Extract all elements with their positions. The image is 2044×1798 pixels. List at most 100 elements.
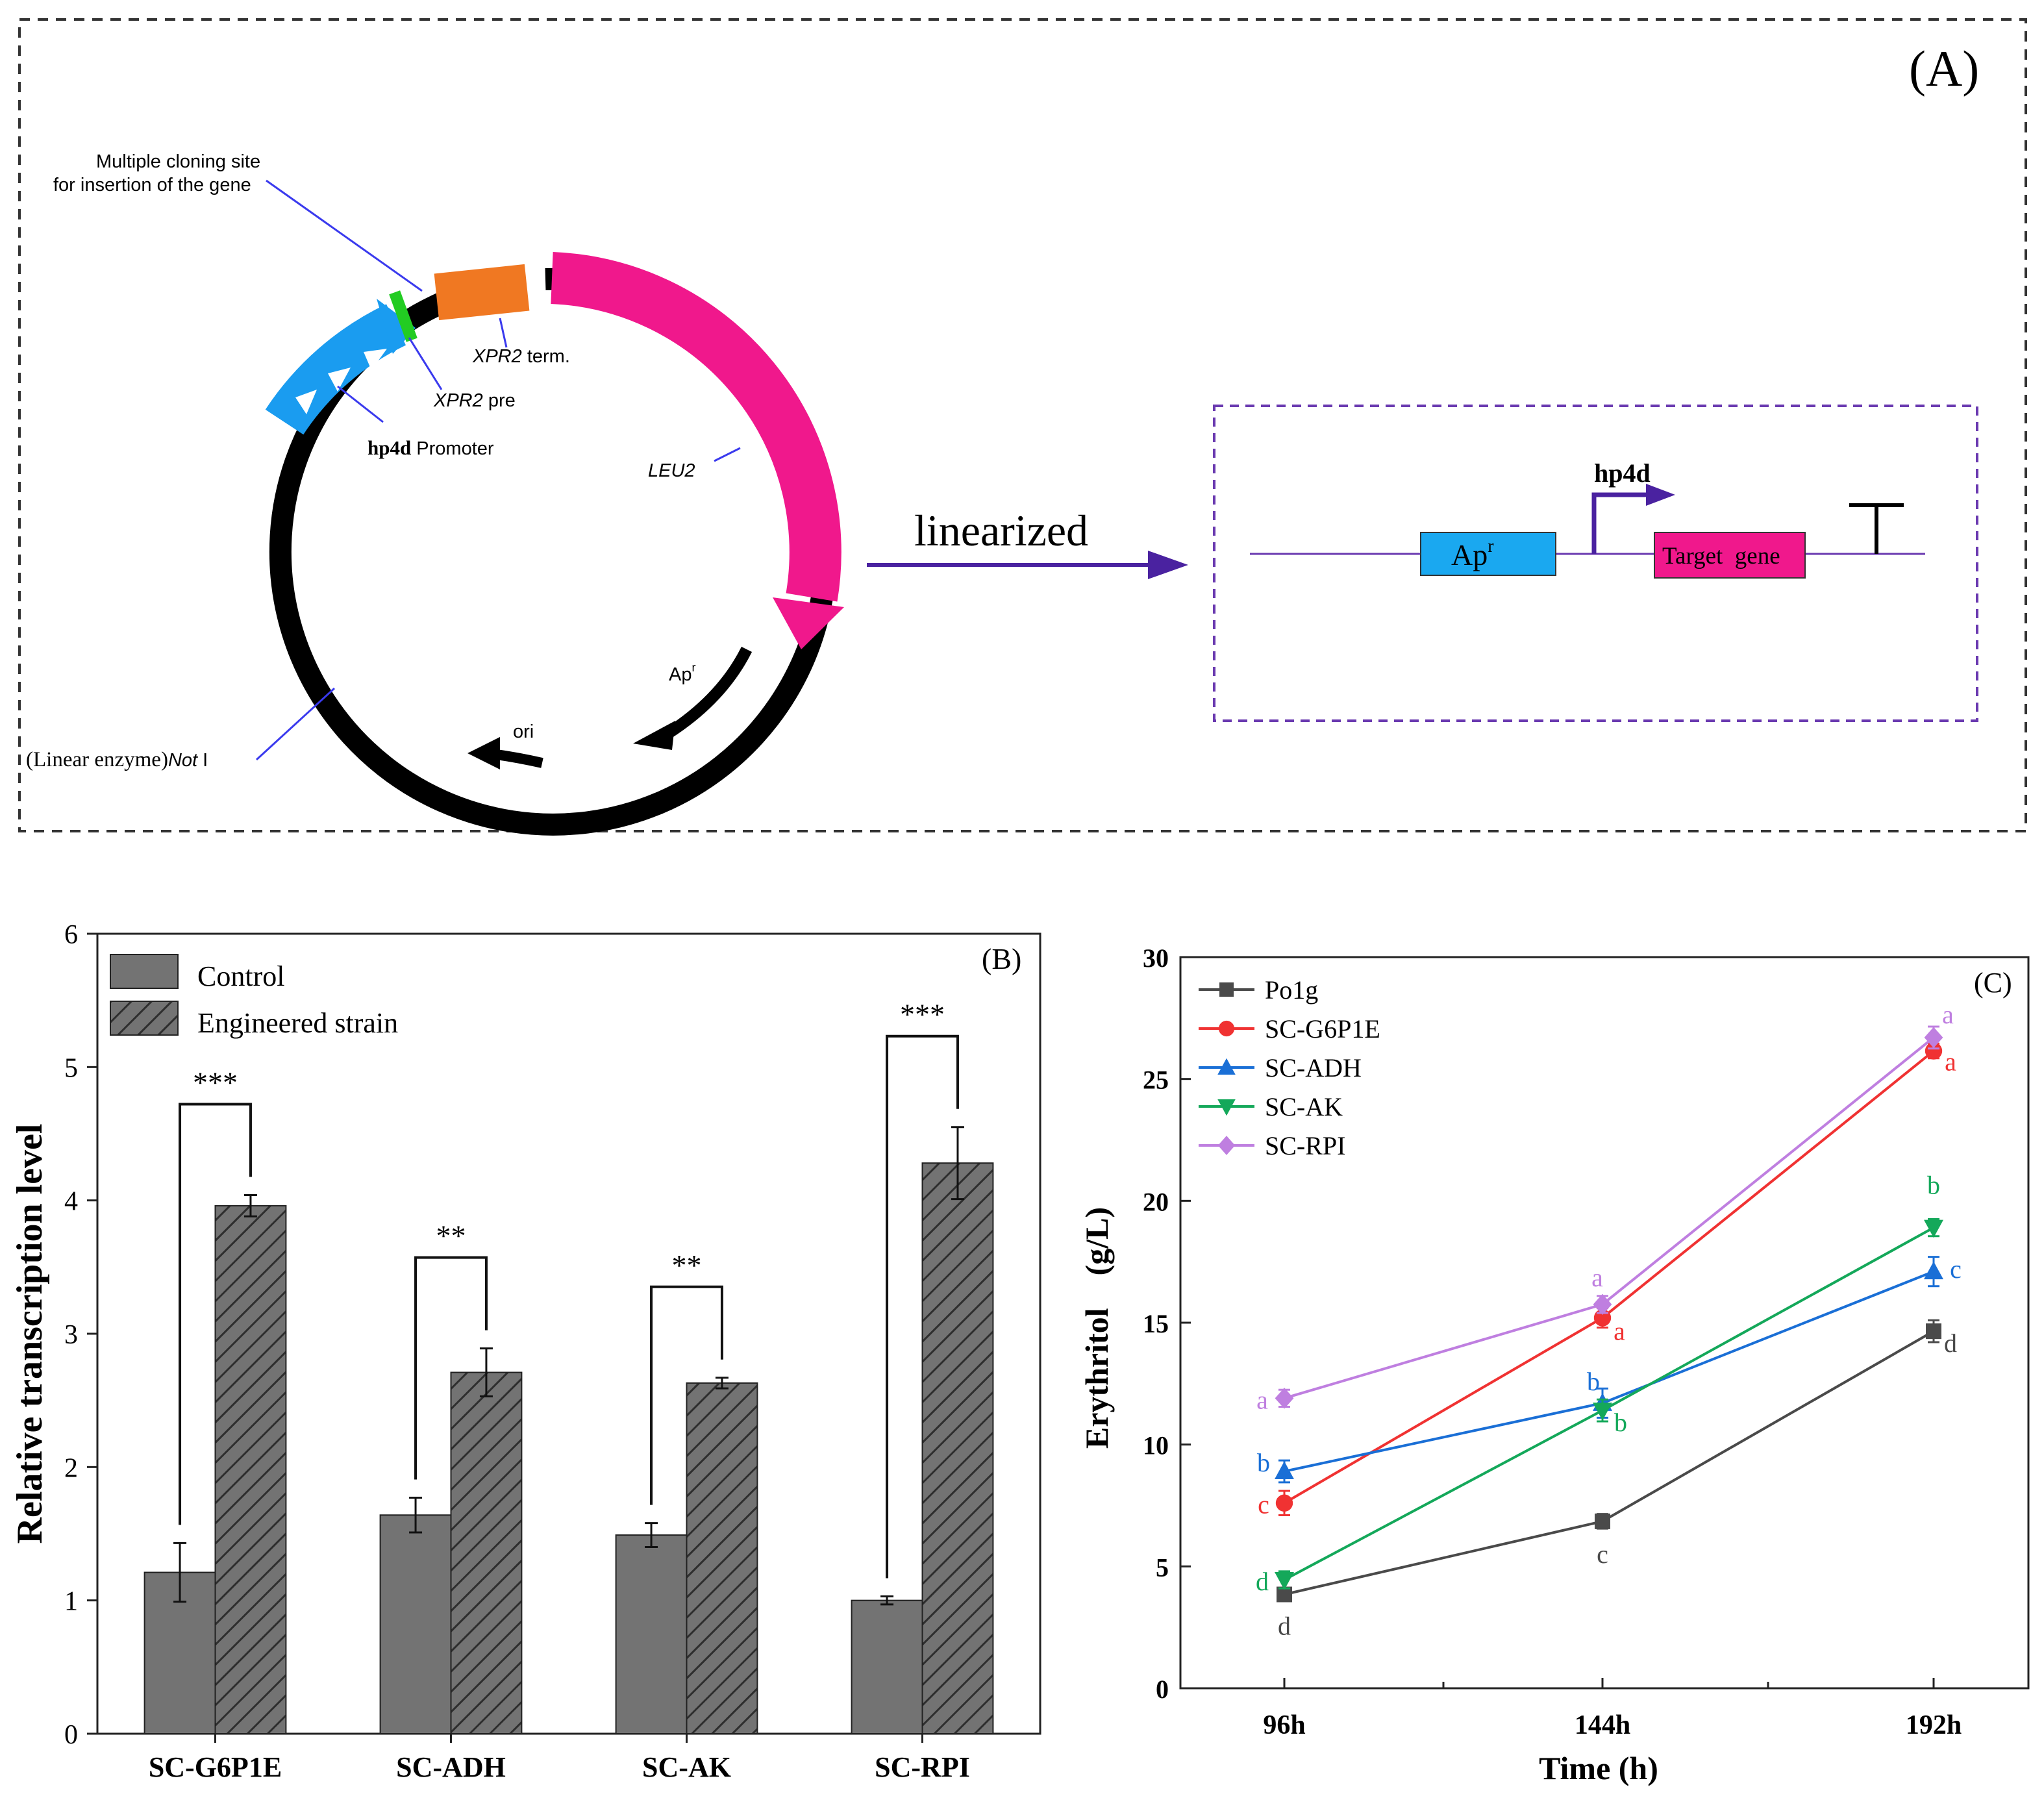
data-point: [1924, 1261, 1943, 1280]
panel-a: (A) Multiple cloning site: [18, 18, 2027, 836]
significance-bracket: [886, 1034, 959, 1579]
series-line: [1283, 1049, 1935, 1505]
significance-letter: a: [1591, 1263, 1603, 1292]
data-point: [1924, 1219, 1943, 1238]
apr-arrowhead: [633, 721, 675, 750]
significance-bracket: [650, 1285, 723, 1505]
xpr2-term-label: XPR2 term.: [472, 346, 570, 367]
x-tick-label: SC-RPI: [875, 1751, 970, 1783]
data-point: [1924, 1027, 1943, 1049]
xpr2-pre-segment: [389, 290, 418, 342]
x-tick-label: SC-G6P1E: [149, 1751, 282, 1783]
hp4d-promoter-arrowhead: [1646, 484, 1675, 506]
significance-letter: b: [1257, 1448, 1270, 1477]
ori-label: ori: [513, 721, 534, 742]
data-point: [1275, 1461, 1294, 1479]
y-tick-label: 5: [1156, 1553, 1169, 1582]
panel-a-label: (A): [1909, 40, 1979, 97]
panel-c-ylabel: Erythritol (g/L): [1078, 1207, 1115, 1449]
y-tick-label: 10: [1143, 1431, 1169, 1460]
xpr2-pre-pointer: [408, 337, 443, 390]
linear-promoter-label: hp4d: [1594, 458, 1651, 488]
significance-letter: c: [1950, 1255, 1962, 1284]
linearized-arrowhead: [1148, 551, 1188, 579]
panel-b-label: (B): [982, 942, 1021, 975]
panel-c-label: (C): [1974, 967, 2012, 999]
promoter-triangle-1: [295, 390, 317, 414]
legend-marker: [1217, 1136, 1236, 1155]
panel-c-xlabel: Time (h): [1539, 1750, 1658, 1786]
legend-marker: [1217, 1058, 1236, 1075]
legend-label: SC-G6P1E: [1265, 1014, 1380, 1043]
promoter-label: hp4d Promoter: [368, 436, 494, 459]
panel-c-legend: Po1g SC-G6P1E SC-ADH SC-AK SC-RPI: [1199, 975, 1380, 1160]
series-line: [1284, 1036, 1935, 1400]
x-tick-label: SC-AK: [642, 1751, 731, 1783]
legend-label: SC-AK: [1265, 1092, 1343, 1121]
notI-pointer: [255, 687, 336, 761]
x-tick-label: 96h: [1263, 1710, 1305, 1740]
hp4d-promoter-arrow: [1591, 492, 1649, 554]
significance-letter: a: [1942, 1000, 1954, 1029]
apr-arrow: [659, 646, 753, 742]
bar-control: [615, 1534, 688, 1734]
bar-engineered: [450, 1371, 523, 1734]
promoter-segment: [265, 304, 406, 435]
bar-engineered: [686, 1382, 758, 1735]
linear-apr-box: [1420, 532, 1556, 576]
plasmid-map: Multiple cloning site for insertion of t…: [26, 151, 844, 836]
mcs-pointer: [266, 179, 423, 292]
mcs-label-line1: Multiple cloning site: [96, 151, 260, 172]
significance-label: **: [436, 1219, 466, 1253]
data-point: [1595, 1513, 1610, 1529]
significance-letter: d: [1256, 1567, 1269, 1596]
y-tick-label: 1: [64, 1587, 78, 1617]
linear-apr-label: Apr: [1451, 536, 1494, 571]
leu2-label: LEU2: [648, 460, 695, 481]
significance-label: ***: [900, 998, 945, 1031]
y-tick-label: 15: [1143, 1309, 1169, 1338]
y-tick-label: 4: [64, 1187, 78, 1217]
data-point: [1593, 1293, 1612, 1316]
legend-marker: [1219, 982, 1234, 997]
bar-engineered: [214, 1205, 287, 1734]
significance-letter: a: [1256, 1385, 1268, 1414]
xpr2-pre-label: XPR2 pre: [433, 390, 516, 411]
apr-label: Apr: [669, 661, 695, 685]
legend-label-engineered: Engineered strain: [197, 1007, 398, 1039]
significance-label: ***: [193, 1066, 238, 1099]
linear-target-box: [1654, 532, 1806, 579]
promoter-arrowhead: [377, 299, 416, 354]
legend-swatch-engineered: [110, 1001, 179, 1036]
notI-label: (Linear enzyme)Not I: [26, 748, 208, 771]
data-point: [1925, 1042, 1943, 1060]
linear-target-label: Target gene: [1662, 543, 1780, 569]
ori-arrowhead: [467, 737, 500, 769]
y-tick-label: 6: [64, 920, 78, 950]
significance-letter: d: [1944, 1329, 1957, 1358]
legend-marker: [1217, 1099, 1236, 1116]
leu2-segment: [551, 252, 841, 602]
bar-control: [379, 1514, 452, 1735]
significance-bracket: [179, 1103, 252, 1525]
y-tick-label: 0: [64, 1720, 78, 1750]
y-tick-label: 5: [64, 1053, 78, 1083]
legend-label: SC-RPI: [1265, 1131, 1346, 1160]
y-tick-label: 30: [1143, 943, 1169, 973]
legend-swatch-control: [110, 954, 179, 989]
data-point: [1275, 1571, 1294, 1590]
promoter-triangle-3: [364, 349, 387, 370]
leu2-pointer: [714, 447, 741, 462]
significance-letter: a: [1614, 1316, 1625, 1345]
legend-marker: [1218, 1020, 1235, 1037]
linear-construct-frame: [1213, 405, 1978, 722]
significance-letter: c: [1258, 1490, 1269, 1519]
bar-control: [851, 1599, 923, 1735]
leu2-arrowhead: [773, 597, 844, 649]
significance-letter: b: [1587, 1367, 1600, 1396]
panel-b-ylabel: Relative transcription level: [10, 1124, 50, 1544]
x-tick-label: 144h: [1575, 1710, 1630, 1740]
xpr2-term-segment: [434, 264, 530, 321]
